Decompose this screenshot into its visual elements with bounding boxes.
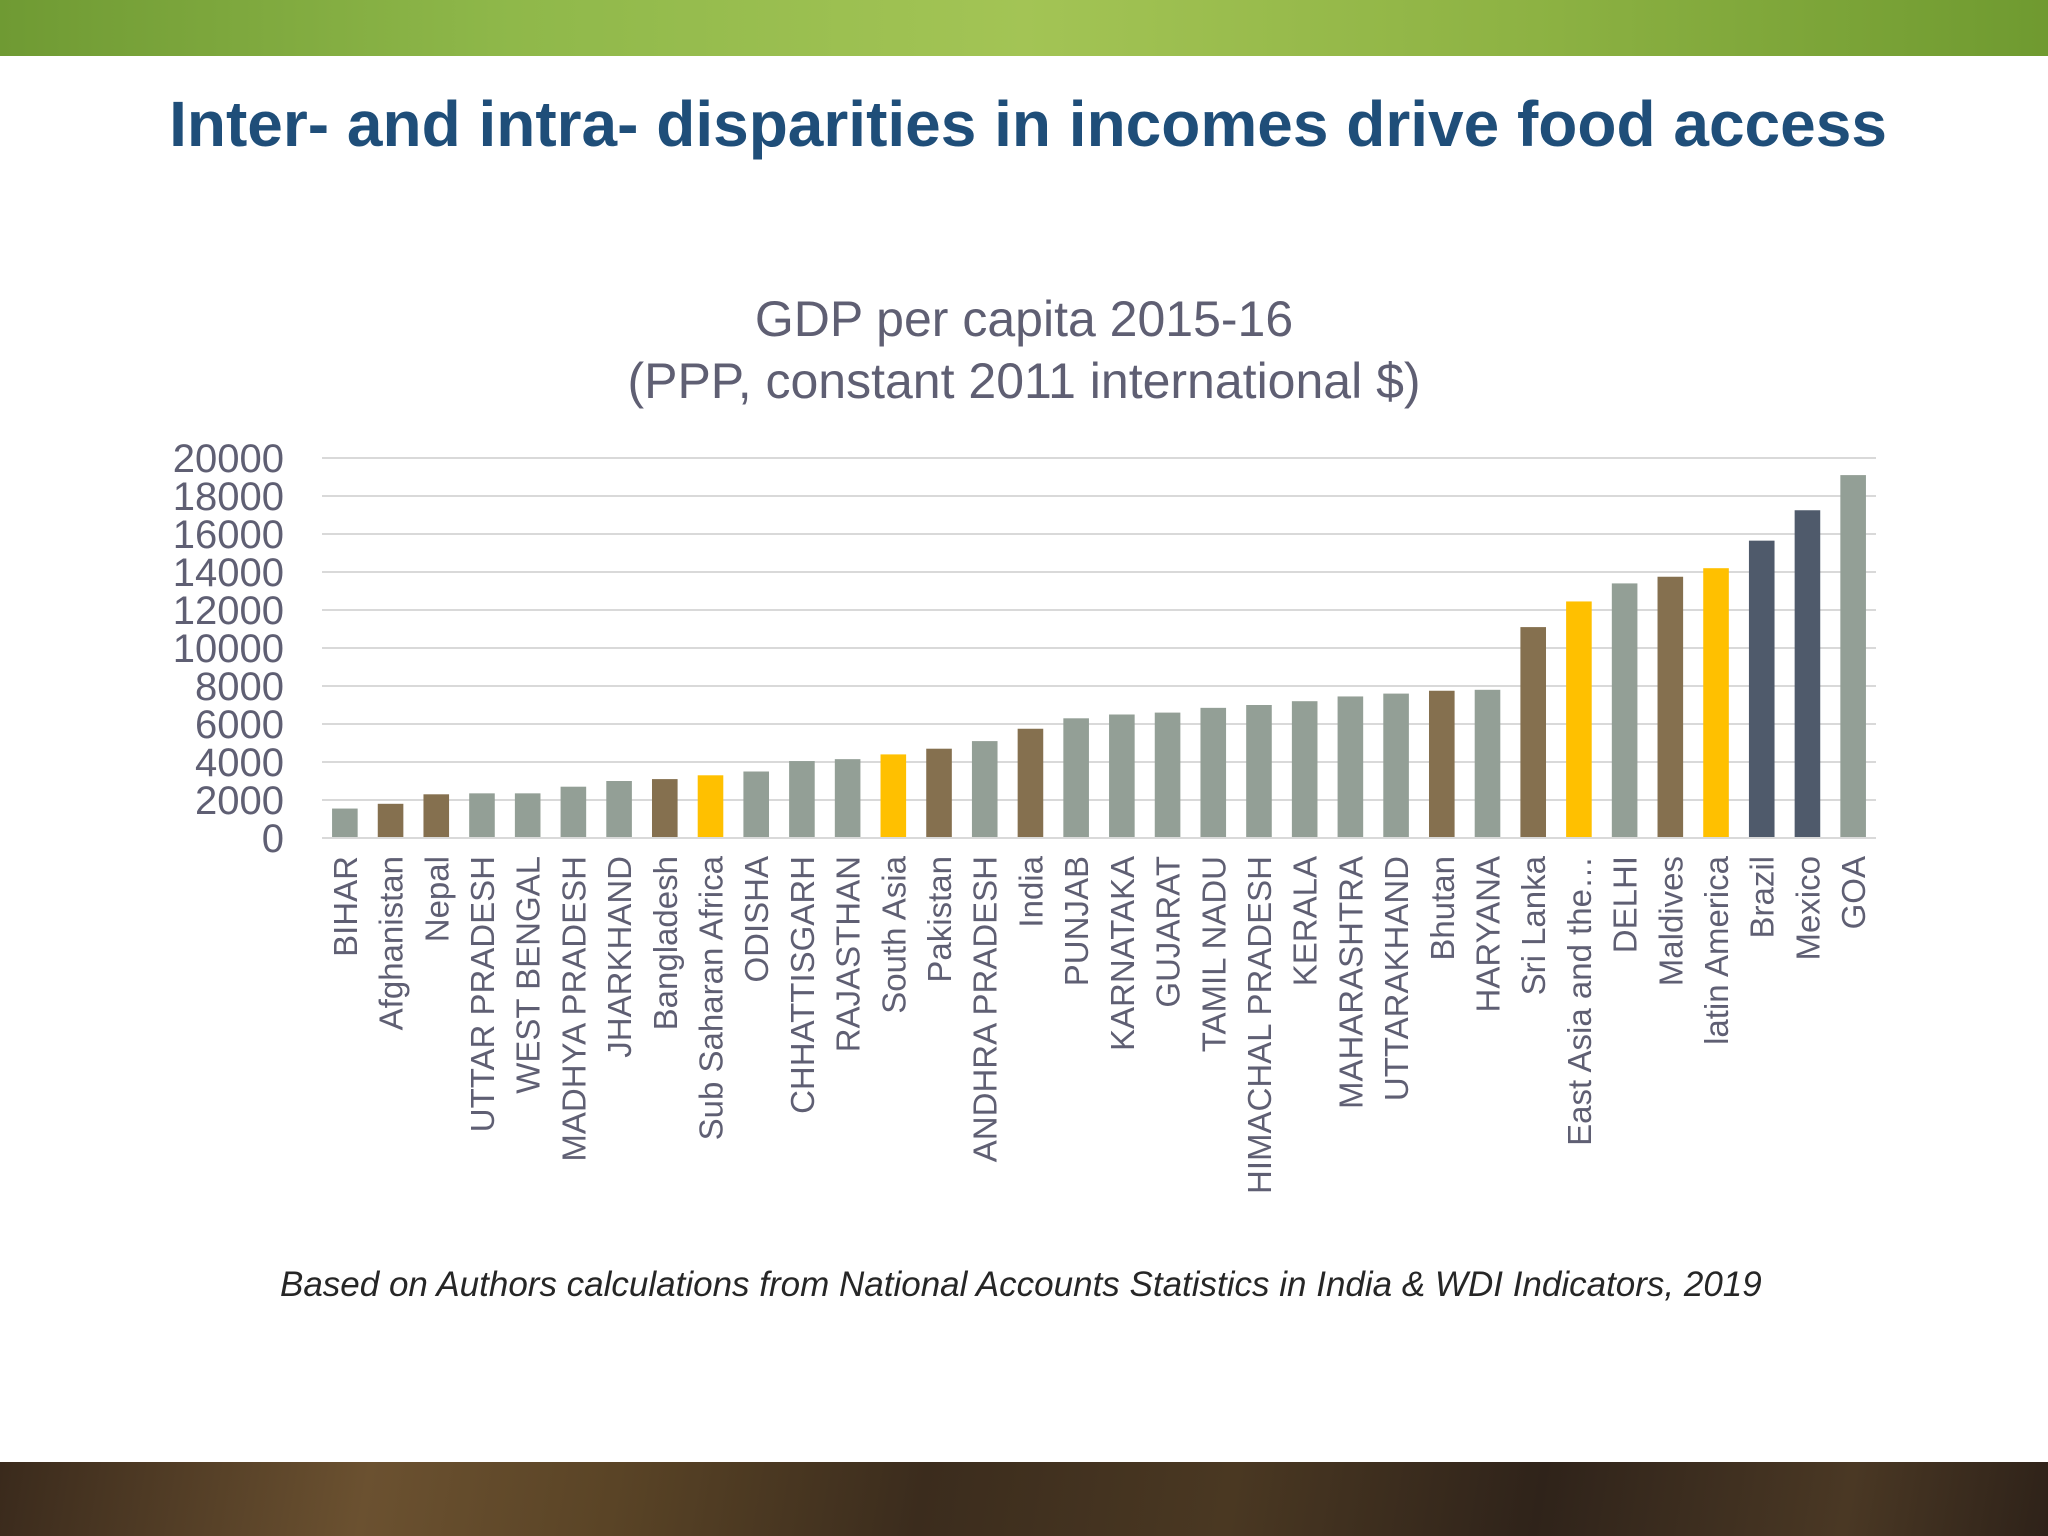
bar [1200,707,1227,838]
bar [697,775,724,838]
bar [1428,690,1455,838]
bar [1154,712,1181,838]
x-tick-label: PUNJAB [1058,856,1095,986]
x-tick-label: Pakistan [921,856,958,983]
y-axis-tick-labels: 0200040006000800010000120001400016000180… [173,437,284,861]
slide-title: Inter- and intra- disparities in incomes… [169,88,1887,160]
bar [332,808,358,838]
bar [469,793,495,838]
x-tick-label: GUJARAT [1150,856,1187,1008]
bar [514,793,541,838]
bar [1657,576,1684,838]
y-tick-label: 12000 [173,589,284,633]
bar [1474,689,1501,838]
x-tick-label: GOA [1835,856,1872,929]
bar [1611,583,1638,838]
x-tick-label: MADHYA PRADESH [555,856,592,1162]
bar [743,771,770,838]
x-tick-label: Sri Lanka [1515,855,1552,995]
bar [377,803,404,838]
x-tick-label: DELHI [1607,856,1644,953]
y-tick-label: 2000 [195,779,284,823]
y-tick-label: 8000 [195,665,284,709]
x-tick-label: ANDHRA PRADESH [967,856,1004,1162]
top-decorative-band [0,0,2048,56]
bar [1337,696,1364,838]
bar [606,781,632,838]
x-tick-label: India [1012,855,1049,927]
x-tick-label: HIMACHAL PRADESH [1241,856,1278,1194]
x-tick-label: TAMIL NADU [1195,856,1232,1052]
chart-title-line-1: GDP per capita 2015-16 [754,291,1294,347]
chart-title-line-2: (PPP, constant 2011 international $) [627,353,1421,409]
y-tick-label: 6000 [195,703,284,747]
x-tick-label: BIHAR [327,856,364,957]
x-tick-label: Nepal [418,856,455,942]
bar [560,786,587,838]
bar [1520,627,1547,838]
bar [1017,728,1044,838]
gridlines [322,457,1876,839]
x-tick-label: Sub Saharan Africa [693,855,730,1140]
x-tick-label: latin America [1698,855,1735,1045]
bar [1109,714,1135,838]
y-tick-label: 14000 [173,551,284,595]
bar [1794,510,1821,838]
bar [926,748,952,838]
x-tick-label: Bangladesh [647,856,684,1030]
bar [789,761,815,838]
y-tick-label: 16000 [173,513,284,557]
x-tick-label: Afghanistan [373,856,410,1030]
x-tick-label: ODISHA [738,856,775,983]
x-tick-label: Brazil [1744,856,1781,939]
y-tick-label: 10000 [173,627,284,671]
bar [423,794,450,838]
source-footnote: Based on Authors calculations from Natio… [280,1265,1762,1304]
bar [651,779,678,838]
y-tick-label: 0 [262,817,284,861]
bar [1703,568,1729,838]
x-tick-label: Bhutan [1424,856,1461,961]
x-tick-label: CHHATTISGARH [784,856,821,1114]
x-tick-label: JHARKHAND [601,856,638,1058]
x-tick-label: UTTARAKHAND [1378,856,1415,1101]
bar [880,754,907,838]
bar [1748,540,1775,838]
x-tick-label: East Asia and the… [1561,856,1598,1146]
x-tick-label: RAJASTHAN [830,856,867,1052]
x-tick-label: WEST BENGAL [510,856,547,1094]
x-tick-label: MAHARASHTRA [1332,856,1369,1109]
x-tick-label: KARNATAKA [1104,856,1141,1051]
y-tick-label: 18000 [173,475,284,519]
bar [834,759,861,838]
chart-title: GDP per capita 2015-16 (PPP, constant 20… [300,288,1748,412]
bar [1291,701,1318,838]
x-tick-label: Maldives [1652,856,1689,986]
bar [1063,718,1089,838]
x-tick-label: Mexico [1789,856,1826,961]
bars [322,475,1876,839]
bar [1246,705,1272,838]
x-tick-label: HARYANA [1470,856,1507,1013]
x-axis-category-labels: BIHAR Afghanistan Nepal UTTAR PRADESH WEST B… [327,855,1872,1194]
y-tick-label: 4000 [195,741,284,785]
bar [1840,475,1866,838]
bar [971,741,998,838]
x-tick-label: South Asia [875,855,912,1013]
y-tick-label: 20000 [173,437,284,481]
bar [1383,693,1409,838]
x-tick-label: KERALA [1287,856,1324,986]
bottom-decorative-band [0,1462,2048,1536]
x-tick-label: UTTAR PRADESH [464,856,501,1132]
bar [1566,601,1592,838]
gdp-bar-chart: 0200040006000800010000120001400016000180… [173,437,1876,1194]
